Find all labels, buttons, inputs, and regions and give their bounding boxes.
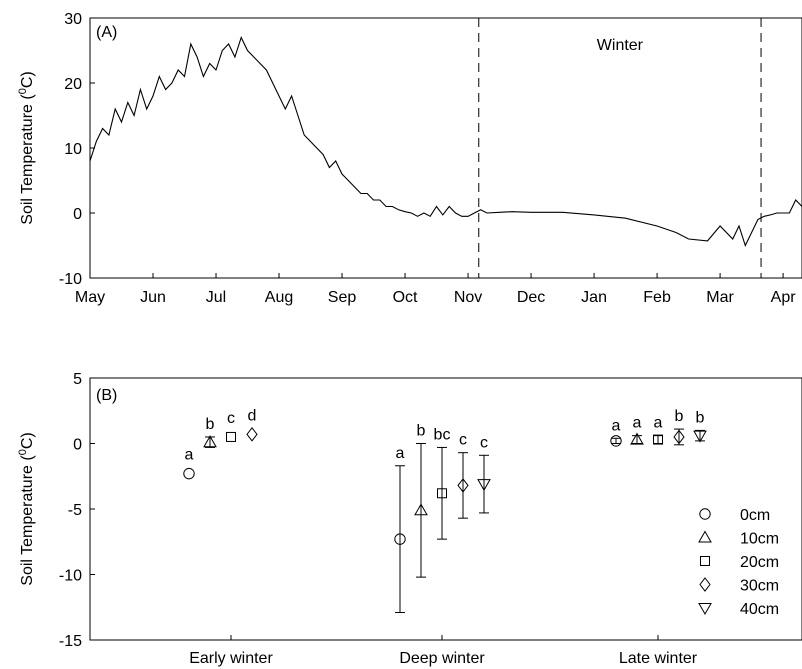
soil-temperature-series-line [89,36,802,247]
mean-marker [437,488,447,499]
x-tick-label: Feb [643,289,671,306]
significance-letter: c [459,432,467,449]
significance-letter: a [633,415,642,432]
winter-boundaries [478,18,762,278]
legend-label: 40cm [740,601,779,618]
mean-marker [226,431,236,442]
y-ticks-b: -15 -10 -5 0 5 [59,371,95,650]
significance-letter: a [185,447,194,464]
x-tick-label: Early winter [189,650,273,667]
mean-marker [630,432,644,445]
x-ticks-b: Early winter Deep winter Late winter [189,635,698,667]
legend-marker [698,603,712,616]
y-tick-label: 0 [73,437,82,454]
legend-label: 10cm [740,531,779,548]
x-tick-label: Aug [265,289,293,306]
panel-b: (B) Soil Temperature (0C) -15 -10 -5 0 5 Ear… [17,371,802,667]
significance-letter: c [227,410,235,427]
mean-marker [477,479,491,492]
legend-marker [699,508,711,520]
x-tick-label: Dec [517,289,545,306]
x-tick-label: May [75,289,105,306]
mean-marker [203,435,217,448]
legend-marker [699,577,711,592]
y-ticks-a: -10 0 10 20 30 [59,11,95,288]
y-tick-label: 30 [64,11,82,28]
y-tick-label: -10 [59,568,82,585]
x-tick-label: Jun [140,289,166,306]
x-tick-label: Deep winter [399,650,485,667]
mean-marker [653,434,663,445]
y-tick-label: -5 [68,502,82,519]
significance-letter: b [417,423,426,440]
legend-label: 0cm [740,507,770,524]
legend-marker [698,530,712,543]
y-tick-label: 10 [64,141,82,158]
winter-annotation: Winter [597,37,644,54]
significance-letter: c [480,434,488,451]
mean-marker [183,467,195,480]
significance-letter: b [696,409,705,426]
significance-letter: bc [434,426,451,443]
panel-label-a: (A) [96,24,117,41]
mean-marker [414,503,428,516]
significance-letter: b [675,408,684,425]
x-tick-label: Oct [393,289,418,306]
legend-label: 20cm [740,554,779,571]
x-tick-label: Sep [328,289,357,306]
significance-letter: a [612,417,621,434]
panel-label-b: (B) [96,387,117,404]
x-ticks-a: May Jun Jul Aug Sep Oct Nov Dec Jan Feb Mar Apr [75,273,796,306]
significance-letter: a [654,415,663,432]
y-tick-label: -10 [59,271,82,288]
y-tick-label: -15 [59,633,82,650]
x-tick-label: Jan [581,289,607,306]
y-tick-label: 5 [73,371,82,388]
mean-marker [394,533,406,545]
y-axis-title-a: Soil Temperature (0C) [17,71,36,224]
y-axis-title-b: Soil Temperature (0C) [17,432,36,585]
x-tick-label: Mar [706,289,734,306]
y-tick-label: 20 [64,76,82,93]
panel-a: (A) Soil Temperature (0C) Winter -10 0 10 2… [17,11,802,306]
mean-marker [457,478,469,493]
x-tick-label: Nov [454,289,482,306]
mean-marker [246,427,258,442]
significance-letter: a [396,445,405,462]
mean-marker [610,435,622,447]
significance-letter: d [248,407,257,424]
x-tick-label: Jul [206,289,226,306]
x-tick-label: Apr [771,289,797,306]
y-tick-label: 0 [73,206,82,223]
mean-marker [693,430,707,443]
legend-marker [700,556,710,566]
significance-letter: b [206,416,215,433]
x-tick-label: Late winter [619,650,698,667]
mean-marker [673,429,685,445]
legend-label: 30cm [740,578,779,595]
legend: 0cm 10cm 20cm 30cm 40cm [698,507,779,618]
